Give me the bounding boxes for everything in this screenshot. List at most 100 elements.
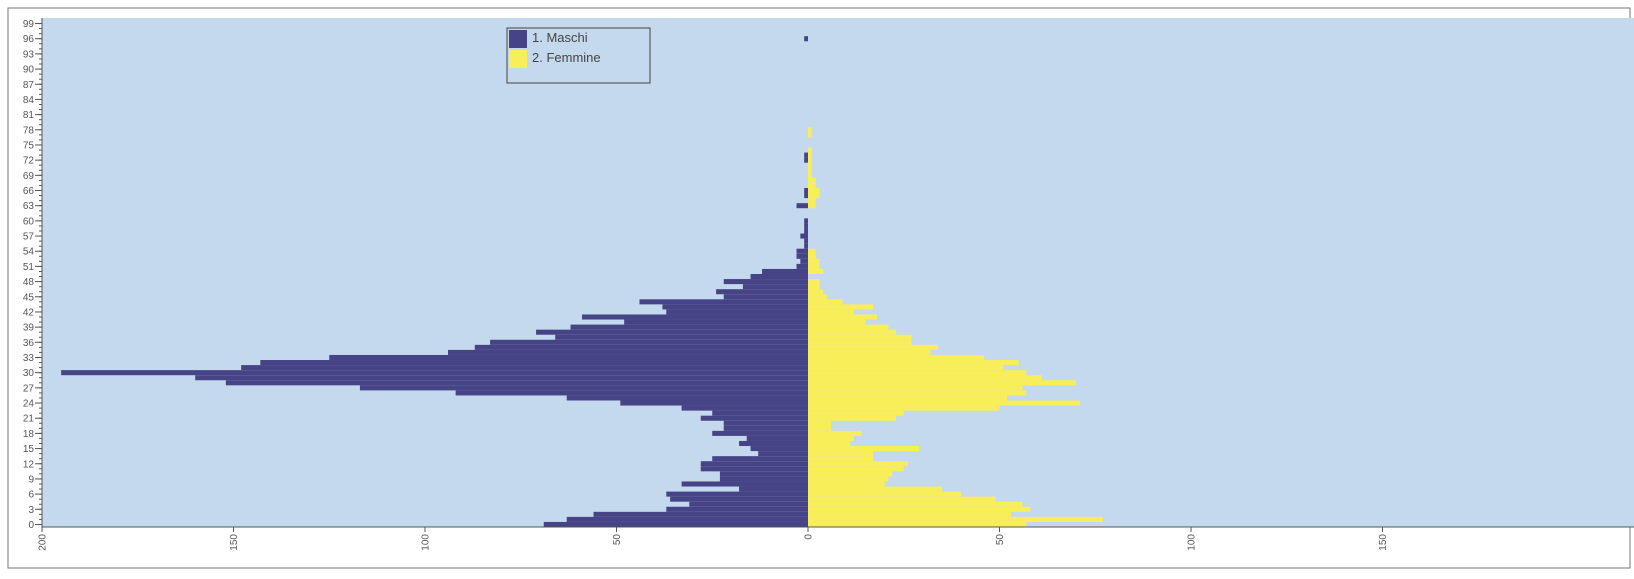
bar-maschi (490, 339, 808, 345)
bar-maschi (329, 354, 808, 361)
bar-femmine (808, 410, 904, 416)
y-tick-label: 99 (23, 19, 35, 30)
y-tick-label: 45 (23, 292, 35, 303)
legend-swatch-maschi (509, 30, 527, 48)
bar-femmine (808, 375, 1042, 381)
bar-femmine (808, 476, 889, 482)
bar-maschi (359, 385, 808, 391)
x-tick-label: 50 (612, 534, 623, 546)
bar-maschi (700, 461, 808, 467)
bar-maschi (225, 380, 809, 386)
bar-femmine (808, 167, 812, 173)
bar-maschi (662, 304, 808, 310)
bar-maschi (700, 466, 808, 472)
bar-maschi (716, 289, 808, 295)
y-tick-label: 69 (23, 171, 35, 182)
bar-femmine (808, 486, 943, 492)
x-tick-label: 200 (38, 534, 49, 551)
bar-femmine (808, 435, 854, 441)
bar-femmine (808, 127, 812, 133)
bar-maschi (804, 228, 808, 234)
bar-femmine (808, 324, 889, 330)
bar-femmine (808, 370, 1027, 376)
bar-maschi (195, 375, 808, 381)
bar-maschi (762, 268, 808, 274)
bar-femmine (808, 279, 820, 285)
y-tick-label: 57 (23, 232, 35, 243)
bar-maschi (796, 248, 808, 254)
bar-maschi (723, 420, 808, 426)
bar-maschi (804, 218, 808, 224)
axis-layer: 0369121518212427303336394245485154576063… (23, 18, 1634, 551)
bar-femmine (808, 253, 816, 259)
y-tick-label: 18 (23, 429, 35, 440)
y-tick-label: 96 (23, 34, 35, 45)
bar-femmine (808, 152, 812, 158)
y-tick-label: 72 (23, 156, 35, 167)
bar-maschi (620, 400, 808, 406)
y-tick-label: 51 (23, 262, 35, 273)
bar-femmine (808, 461, 908, 467)
bar-maschi (750, 446, 808, 452)
y-tick-label: 0 (28, 520, 34, 531)
bar-femmine (808, 182, 816, 188)
bar-femmine (808, 425, 831, 431)
bar-maschi (804, 243, 808, 249)
bar-femmine (808, 177, 816, 183)
bar-femmine (808, 193, 820, 199)
bar-maschi (796, 263, 808, 269)
bar-femmine (808, 354, 985, 361)
bar-maschi (719, 471, 808, 477)
bar-femmine (808, 334, 912, 340)
bar-maschi (670, 496, 808, 502)
bar-maschi (719, 476, 808, 482)
bar-femmine (808, 446, 920, 452)
y-tick-label: 12 (23, 459, 35, 470)
bar-femmine (808, 172, 812, 178)
bar-maschi (739, 486, 808, 492)
bar-maschi (712, 456, 808, 462)
bar-maschi (758, 451, 808, 457)
bar-maschi (639, 299, 808, 305)
bar-maschi (723, 425, 808, 431)
y-tick-label: 78 (23, 125, 35, 136)
bar-femmine (808, 430, 862, 436)
bar-femmine (808, 471, 893, 477)
x-tick-label: 100 (421, 534, 432, 551)
bar-femmine (808, 263, 820, 269)
y-tick-label: 15 (23, 444, 35, 455)
bar-maschi (666, 491, 808, 497)
bar-femmine (808, 309, 854, 315)
legend-label-maschi: 1. Maschi (532, 30, 588, 45)
bar-maschi (712, 430, 808, 436)
x-tick-label: 150 (1378, 534, 1389, 551)
bar-femmine (808, 506, 1031, 512)
bar-femmine (808, 329, 897, 335)
bar-femmine (808, 319, 866, 325)
bar-maschi (681, 481, 808, 487)
bar-maschi (61, 370, 808, 376)
y-tick-label: 24 (23, 399, 35, 410)
bars-layer (61, 36, 1103, 527)
bar-femmine (808, 511, 1011, 517)
bar-maschi (260, 360, 808, 366)
x-tick-label: 0 (804, 534, 815, 540)
bar-maschi (723, 279, 808, 285)
bar-maschi (624, 319, 808, 325)
bar-femmine (808, 420, 831, 426)
y-tick-label: 60 (23, 216, 35, 227)
bar-maschi (666, 309, 808, 315)
bar-maschi (700, 415, 808, 421)
bar-femmine (808, 304, 874, 310)
bar-femmine (808, 395, 1008, 401)
bar-femmine (808, 147, 812, 153)
bar-femmine (808, 390, 1027, 396)
y-tick-label: 33 (23, 353, 35, 364)
bar-femmine (808, 268, 824, 274)
x-tick-label: 150 (229, 534, 240, 551)
bar-maschi (593, 511, 808, 517)
y-tick-label: 42 (23, 307, 35, 318)
bar-femmine (808, 258, 820, 264)
bar-maschi (536, 329, 808, 335)
bar-maschi (582, 314, 808, 320)
